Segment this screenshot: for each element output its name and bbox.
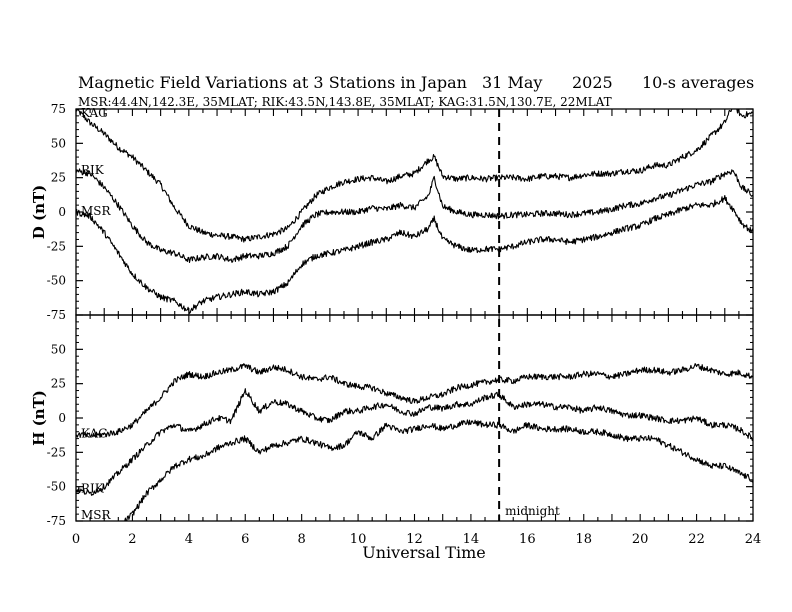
curve-d-rik (75, 168, 754, 264)
curve-d-kag (75, 108, 754, 243)
y-tick-label: -50 (47, 480, 66, 494)
x-tick-label: 8 (298, 532, 306, 547)
series-label-rik: RIK (81, 481, 105, 495)
curve-h-rik (75, 388, 754, 496)
chart-averaging: 10-s averages (642, 73, 754, 92)
midnight-label: midnight (505, 504, 560, 518)
x-tick-label: 16 (519, 532, 536, 547)
series-labels: KAG RIK MSR KAG RIK MSR (81, 106, 112, 522)
y-tick-label: -25 (47, 445, 66, 459)
curve-h-msr (76, 419, 754, 522)
x-tick-label: 20 (632, 532, 649, 547)
x-tick-label: 10 (350, 532, 367, 547)
y-tick-label: -75 (47, 514, 66, 528)
series-label-msr: MSR (81, 204, 112, 218)
x-tick-label: 18 (575, 532, 592, 547)
y-tick-label: -50 (47, 274, 66, 288)
x-tick-label: 6 (241, 532, 249, 547)
series-label-msr: MSR (81, 508, 112, 522)
curve-d-msr (75, 194, 754, 314)
y-tick-label: -25 (47, 239, 66, 253)
y-tick-label: 75 (51, 102, 66, 116)
x-tick-label: 22 (688, 532, 705, 547)
x-tick-label: 12 (406, 532, 423, 547)
data-curves (75, 108, 754, 522)
series-label-rik: RIK (81, 163, 105, 177)
y-tick-label: 0 (58, 411, 66, 425)
y-tick-label: 0 (58, 205, 66, 219)
x-tick-label: 24 (745, 532, 762, 547)
series-label-kag: KAG (81, 426, 108, 440)
y-tick-label: 25 (51, 171, 66, 185)
y-tick-label: 50 (51, 342, 66, 356)
y-tick-label: 50 (51, 136, 66, 150)
chart-title: Magnetic Field Variations at 3 Stations … (78, 73, 467, 92)
curve-h-kag (75, 363, 754, 438)
chart-date: 31 May (482, 73, 542, 92)
d-panel-frame (75, 108, 754, 316)
h-axis-label: H (nT) (30, 390, 48, 446)
x-tick-label: 0 (72, 532, 80, 547)
y-tick-label: 25 (51, 377, 66, 391)
x-tick-label: 14 (463, 532, 480, 547)
y-tick-label: -75 (47, 308, 66, 322)
chart-year: 2025 (572, 73, 613, 92)
x-axis-label: Universal Time (362, 543, 485, 562)
x-tick-label: 2 (128, 532, 136, 547)
series-label-kag: KAG (81, 106, 108, 120)
x-tick-label: 4 (185, 532, 193, 547)
d-axis-label: D (nT) (30, 185, 48, 240)
stations-info: MSR:44.4N,142.3E, 35MLAT; RIK:43.5N,143.… (78, 95, 612, 109)
